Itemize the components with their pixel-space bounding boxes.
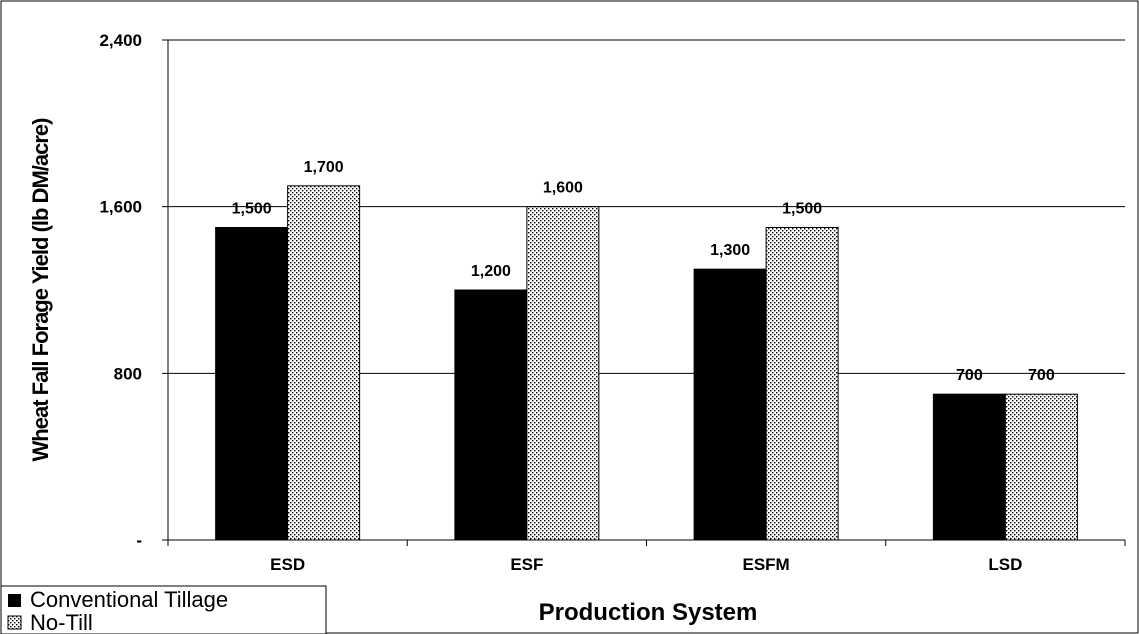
data-label-conventional-tillage-lsd: 700 (956, 367, 983, 384)
y-tick-label: 1,600 (99, 198, 142, 217)
legend: Conventional Tillage No-Till (0, 585, 327, 634)
y-axis-title: Wheat Fall Forage Yield (lb DM/acre) (28, 118, 53, 462)
bar-no-till-esf (526, 206, 600, 541)
data-label-conventional-tillage-esfm: 1,300 (710, 242, 750, 259)
x-category-label-esf: ESF (510, 555, 543, 574)
bar-no-till-lsd (1004, 393, 1078, 541)
x-category-label-esfm: ESFM (743, 555, 790, 574)
data-label-no-till-esd: 1,700 (304, 159, 344, 176)
y-tick-label: - (136, 531, 142, 550)
legend-swatch-no-till (7, 615, 22, 630)
data-label-conventional-tillage-esf: 1,200 (471, 263, 511, 280)
x-category-label-esd: ESD (270, 555, 305, 574)
bar-conventional-tillage-esfm (693, 268, 767, 541)
axes (162, 39, 1126, 546)
bar-conventional-tillage-lsd (932, 393, 1006, 541)
bar-conventional-tillage-esd (215, 227, 289, 541)
data-label-no-till-lsd: 700 (1028, 367, 1055, 384)
legend-box (0, 585, 327, 634)
data-labels: 1,500 1,700 1,200 1,600 1,300 1,500 700 700 (232, 159, 1055, 384)
data-label-conventional-tillage-esd: 1,500 (232, 201, 272, 218)
x-category-label-lsd: LSD (988, 555, 1022, 574)
legend-label-no-till: No-Till (30, 610, 93, 634)
bars (215, 185, 1078, 541)
y-tick-label: 800 (114, 364, 142, 383)
y-tick-label: 2,400 (99, 31, 142, 50)
y-tick-labels: - 800 1,600 2,400 (99, 31, 142, 550)
data-label-no-till-esfm: 1,500 (782, 201, 822, 218)
bar-no-till-esd (287, 185, 361, 541)
bar-no-till-esfm (765, 227, 839, 541)
x-axis-title: Production System (539, 599, 758, 626)
data-label-no-till-esf: 1,600 (543, 180, 583, 197)
bar-conventional-tillage-esf (454, 289, 528, 541)
legend-label-conventional-tillage: Conventional Tillage (30, 587, 228, 612)
x-category-labels: ESD ESF ESFM LSD (270, 555, 1022, 574)
legend-swatch-conventional-tillage (8, 594, 21, 607)
